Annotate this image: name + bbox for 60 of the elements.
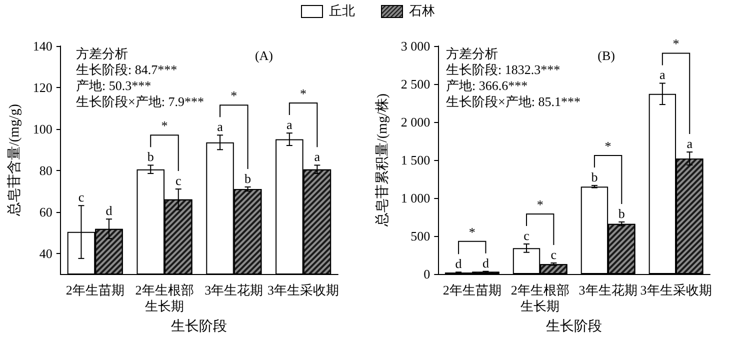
data-label: b [618,206,625,221]
annotation: 产地: 50.3*** [76,78,152,93]
y-axis-title: 总皂苷累积量/(mg/株) [374,93,390,228]
y-axis-title: 总皂苷含量/(mg/g) [6,104,22,217]
annotation: * [230,88,238,104]
legend-label: 丘北 [329,2,355,20]
annotation: 生长阶段: 84.7*** [76,62,178,77]
x-tick-label: 2年生苗期 [66,282,124,298]
annotation: * [468,224,476,240]
data-label: b [591,169,598,184]
data-label: d [482,255,490,270]
annotation: * [604,138,612,154]
data-label: b [244,170,252,186]
data-label: c [524,228,530,243]
annotation: * [672,36,680,52]
data-label: d [455,256,462,272]
x-tick-label: 3年生花期 [204,282,264,298]
y-tick-label: 1 500 [400,152,430,168]
x-tick-label: 3年生花期 [578,282,638,298]
data-label: a [686,136,693,152]
x-tick-label: 2年生根部生长期 [510,282,570,314]
data-label: a [660,67,666,82]
data-label: c [78,190,84,205]
y-tick-label: 0 [424,266,430,282]
y-tick-label: 120 [32,80,52,95]
x-tick-label: 2年生苗期 [442,282,502,298]
annotation: 产地: 366.6*** [446,78,528,93]
y-tick-label: 2 500 [400,76,430,92]
y-tick-label: 3 000 [400,38,430,54]
y-tick-label: 2 000 [400,114,430,130]
x-axis-title: 生长阶段 [546,318,602,334]
annotation: * [536,196,544,212]
annotation: * [300,86,307,102]
x-tick-label: 2年生根部生长期 [135,282,194,314]
annotation: 方差分析 [76,46,128,61]
y-tick-label: 40 [39,246,52,261]
y-tick-label: 60 [39,204,52,220]
annotation: 生长阶段×产地: 7.9*** [76,94,204,109]
annotation: * [161,118,168,134]
data-label: d [106,203,113,218]
data-label: a [286,117,293,132]
chart-title: (A) [254,48,273,63]
data-label: b [147,149,154,164]
data-label: a [217,119,224,134]
y-tick-label: 100 [32,121,52,136]
x-tick-label: 3年生采收期 [640,282,712,298]
y-tick-label: 500 [410,228,430,244]
data-label: a [314,149,320,164]
annotation: 方差分析 [446,46,498,61]
data-label: c [550,246,557,262]
chart-title: (B) [598,48,616,63]
x-tick-label: 3年生采收期 [268,282,340,298]
data-label: c [175,173,182,188]
y-tick-label: 1 000 [400,190,430,206]
y-tick-label: 140 [32,38,52,54]
legend-label: 石林 [409,2,435,20]
annotation: 生长阶段×产地: 85.1*** [446,94,580,109]
y-tick-label: 80 [39,162,52,178]
x-axis-title: 生长阶段 [171,318,228,334]
annotation: 生长阶段: 1832.3*** [446,62,560,77]
